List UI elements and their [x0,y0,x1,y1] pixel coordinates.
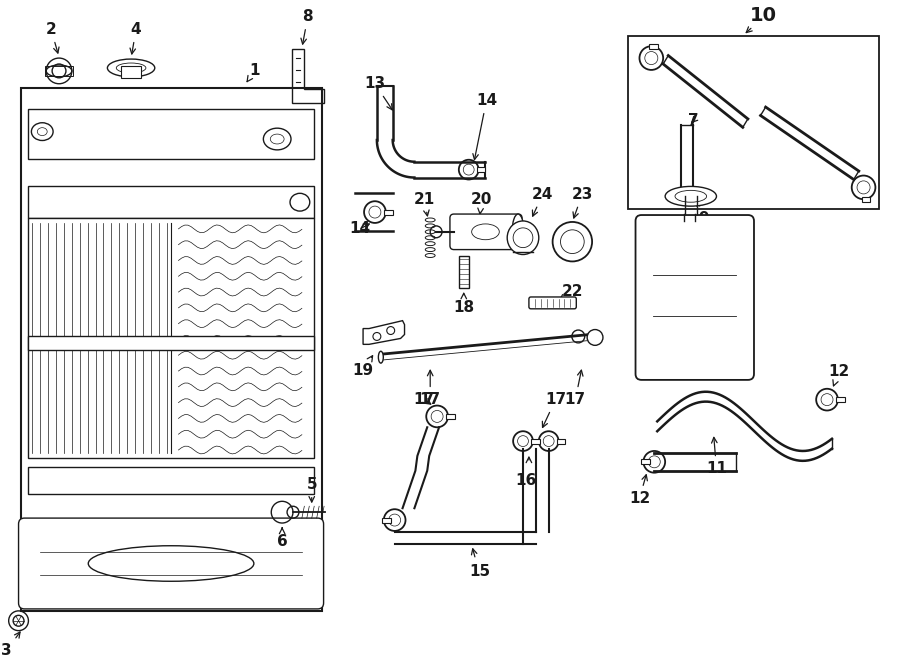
FancyBboxPatch shape [19,518,324,609]
Text: 6: 6 [276,528,287,549]
Ellipse shape [107,59,155,77]
Bar [29,110,314,159]
Text: 13: 13 [364,76,392,110]
Text: 16: 16 [516,473,536,488]
Text: 7: 7 [688,113,699,128]
Ellipse shape [665,186,716,206]
FancyBboxPatch shape [531,439,540,444]
FancyBboxPatch shape [477,167,485,172]
Text: 17: 17 [414,392,435,407]
Bar [459,256,469,288]
Bar [29,467,314,494]
Text: 17: 17 [419,370,441,407]
FancyBboxPatch shape [642,459,651,464]
Text: 23: 23 [572,187,593,218]
Text: 22: 22 [559,284,583,301]
FancyBboxPatch shape [861,197,870,202]
FancyBboxPatch shape [383,210,392,215]
Text: 21: 21 [414,192,435,216]
Circle shape [14,615,24,626]
Bar [29,336,314,350]
Text: 12: 12 [629,475,650,506]
Bar [45,66,73,76]
Ellipse shape [512,214,524,250]
Text: 14: 14 [349,221,371,237]
Text: 15: 15 [469,564,491,580]
Text: 10: 10 [750,5,777,24]
Text: 9: 9 [697,200,709,227]
Text: 17: 17 [564,370,586,407]
Bar [29,186,314,218]
Text: 11: 11 [706,438,727,476]
Text: 20: 20 [471,192,492,214]
Text: 1: 1 [248,63,260,82]
Text: 12: 12 [828,364,850,386]
Bar [21,88,321,611]
FancyBboxPatch shape [382,518,391,523]
FancyBboxPatch shape [556,439,565,444]
FancyBboxPatch shape [450,214,522,250]
Circle shape [587,330,603,345]
Text: 5: 5 [306,477,317,502]
Polygon shape [363,321,404,344]
Text: 4: 4 [130,22,141,54]
Bar [29,218,314,458]
Bar [122,66,141,78]
Text: 19: 19 [353,356,374,377]
Text: 14: 14 [472,93,497,159]
FancyBboxPatch shape [529,297,576,309]
FancyBboxPatch shape [635,215,754,380]
Text: 3: 3 [2,632,20,658]
FancyBboxPatch shape [649,44,658,49]
Ellipse shape [508,221,539,254]
Text: 8: 8 [301,9,313,44]
Bar [627,36,879,209]
FancyBboxPatch shape [836,397,845,402]
Text: 17: 17 [543,392,566,428]
Text: 24: 24 [532,187,554,216]
Text: 2: 2 [46,22,59,53]
FancyBboxPatch shape [446,414,454,419]
Text: 18: 18 [454,293,474,315]
Ellipse shape [378,351,383,363]
